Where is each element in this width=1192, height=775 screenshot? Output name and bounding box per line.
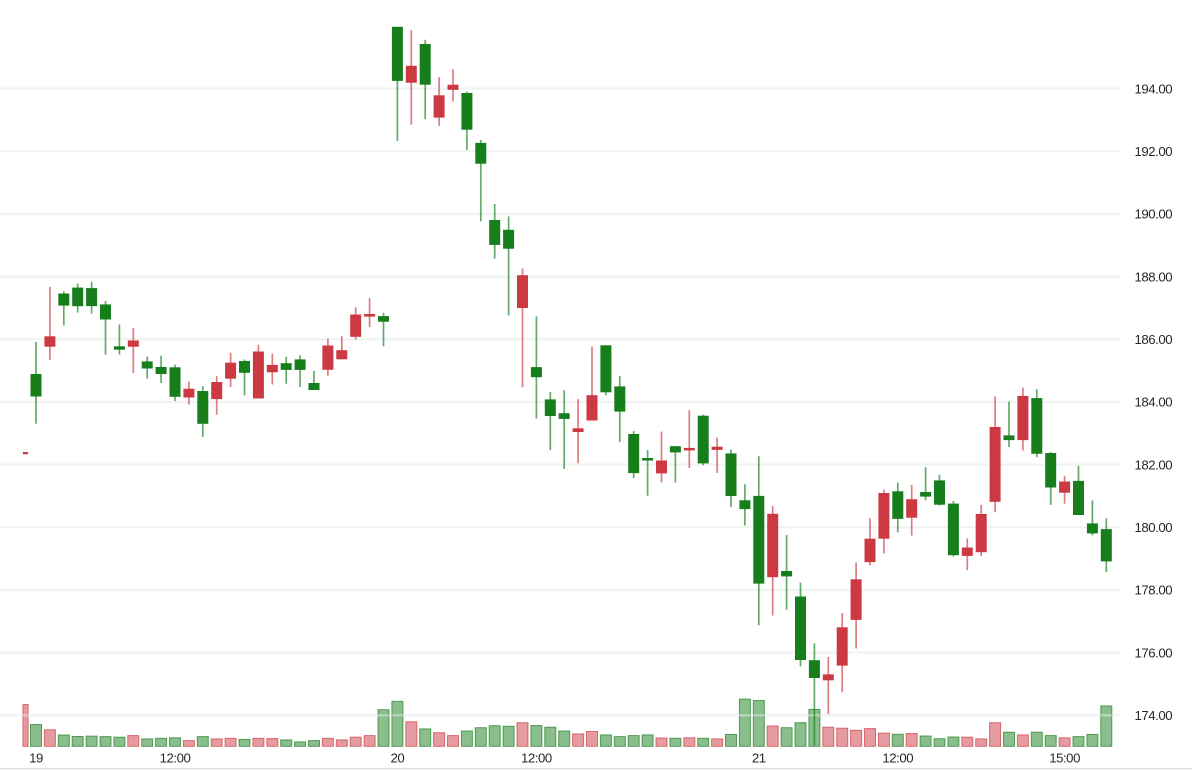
svg-text:192.00: 192.00 xyxy=(1135,144,1173,159)
svg-text:174.00: 174.00 xyxy=(1135,708,1173,723)
svg-text:15:00: 15:00 xyxy=(1049,750,1080,765)
svg-text:12:00: 12:00 xyxy=(521,750,552,765)
svg-text:188.00: 188.00 xyxy=(1135,269,1173,284)
svg-text:21: 21 xyxy=(752,750,766,765)
svg-text:190.00: 190.00 xyxy=(1135,207,1173,222)
svg-text:176.00: 176.00 xyxy=(1135,645,1173,660)
svg-text:12:00: 12:00 xyxy=(882,750,913,765)
svg-text:178.00: 178.00 xyxy=(1135,583,1173,598)
svg-text:194.00: 194.00 xyxy=(1135,81,1173,96)
svg-text:12:00: 12:00 xyxy=(160,750,191,765)
svg-text:19: 19 xyxy=(29,750,43,765)
svg-text:180.00: 180.00 xyxy=(1135,520,1173,535)
svg-text:186.00: 186.00 xyxy=(1135,332,1173,347)
svg-text:182.00: 182.00 xyxy=(1135,457,1173,472)
svg-text:20: 20 xyxy=(391,750,405,765)
svg-text:184.00: 184.00 xyxy=(1135,395,1173,410)
